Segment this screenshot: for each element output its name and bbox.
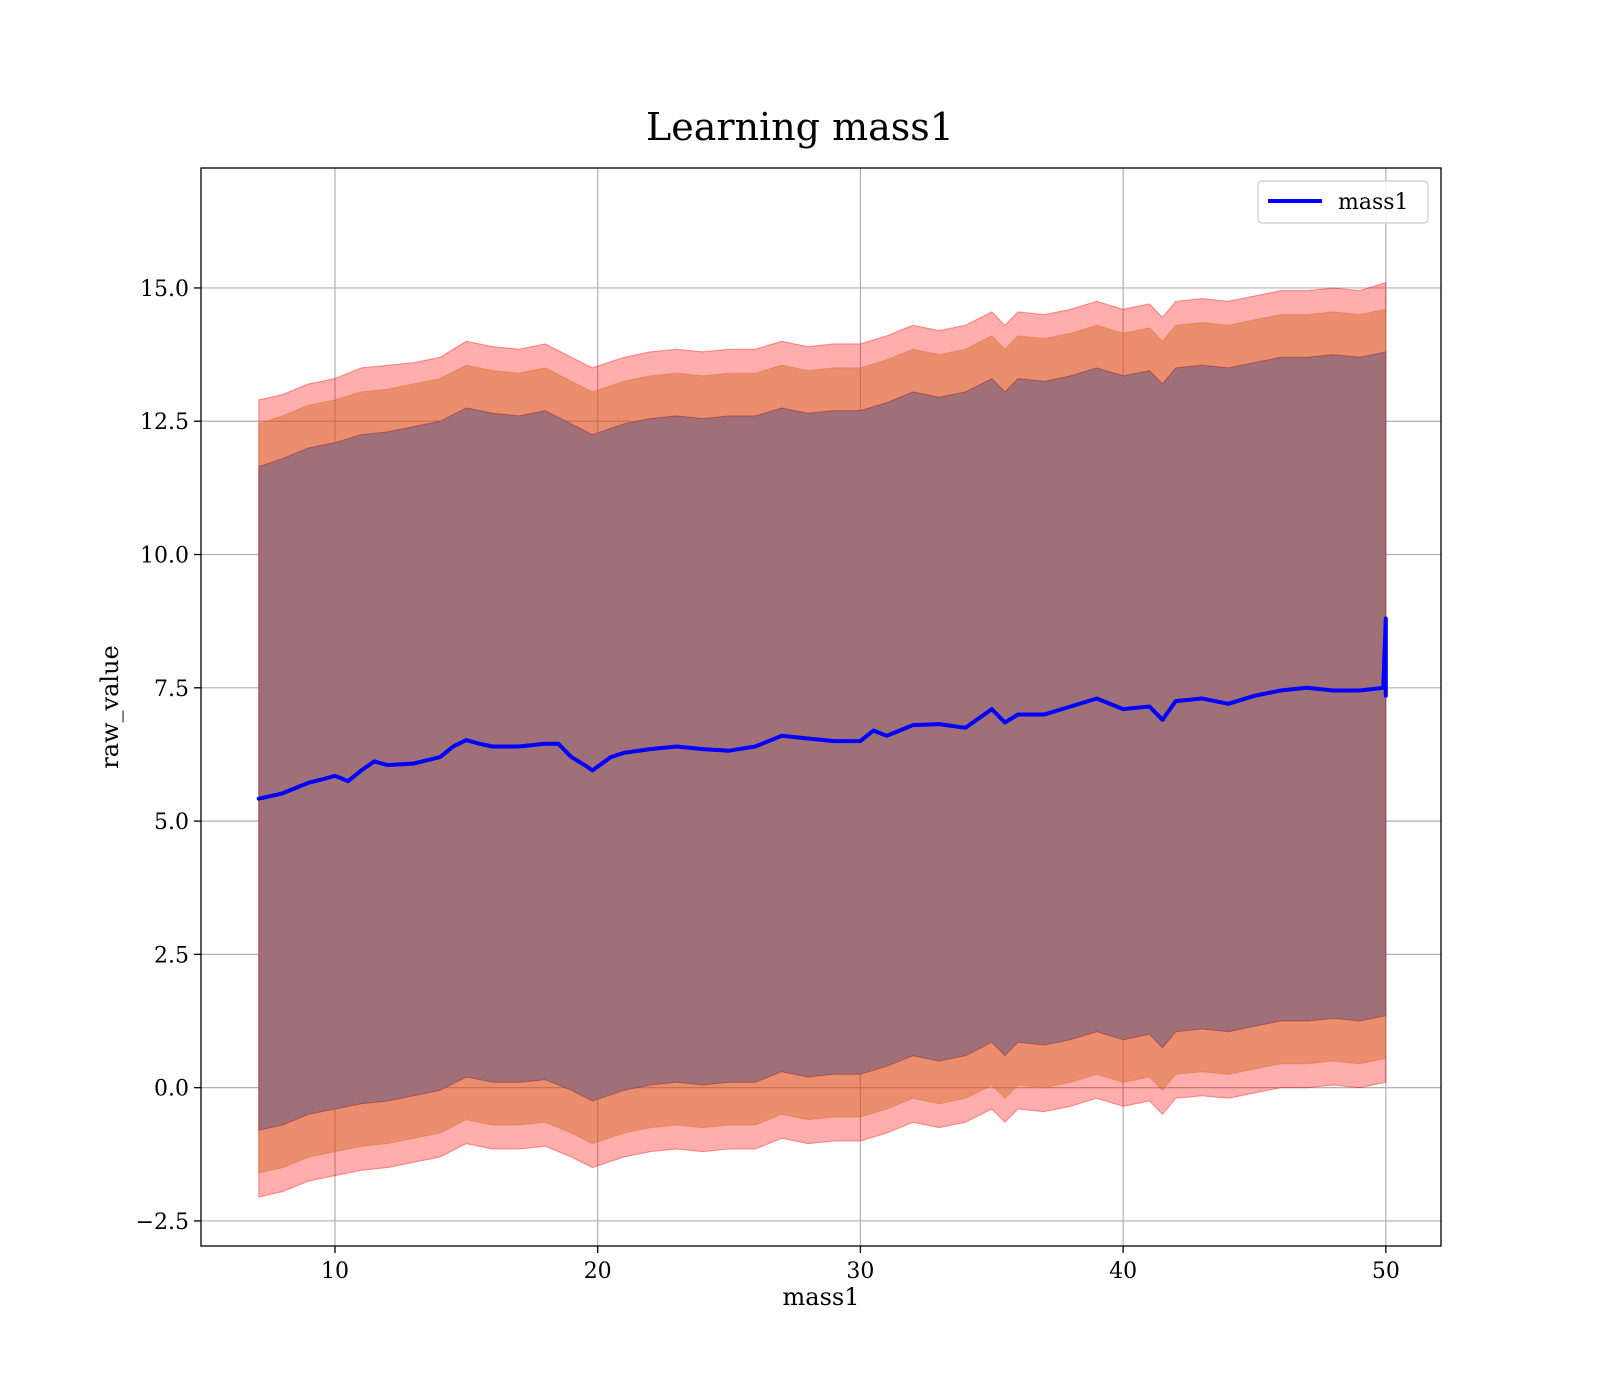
x-tick-label-2: 30 [846,1259,874,1284]
x-axis-ticks: 10 20 30 40 50 [321,1246,1400,1284]
x-axis-label: mass1 [783,1283,860,1311]
legend-label-mass1: mass1 [1338,190,1409,215]
chart-title: Learning mass1 [646,105,954,149]
y-tick-label-2: 2.5 [154,943,189,968]
x-tick-label-4: 50 [1372,1259,1400,1284]
y-tick-label-7: 15.0 [140,277,189,302]
series-lines [256,616,1388,801]
legend: mass1 [1257,180,1429,224]
x-tick-label-3: 40 [1109,1259,1137,1284]
y-tick-label-1: 0.0 [154,1077,189,1102]
plot-frame [200,167,1442,1247]
line-mass1 [256,616,1388,801]
x-tick-label-1: 20 [584,1259,612,1284]
y-tick-label-6: 12.5 [140,410,189,435]
y-tick-label-0: −2.5 [136,1210,189,1235]
y-tick-label-3: 5.0 [154,810,189,835]
y-axis-label: raw_value [96,645,124,769]
legend-box [1257,180,1429,224]
y-axis-ticks: −2.5 0.0 2.5 5.0 7.5 10.0 12.5 15.0 [136,277,201,1235]
y-tick-label-4: 7.5 [154,677,189,702]
x-tick-label-0: 10 [321,1259,349,1284]
y-tick-label-5: 10.0 [140,544,189,569]
